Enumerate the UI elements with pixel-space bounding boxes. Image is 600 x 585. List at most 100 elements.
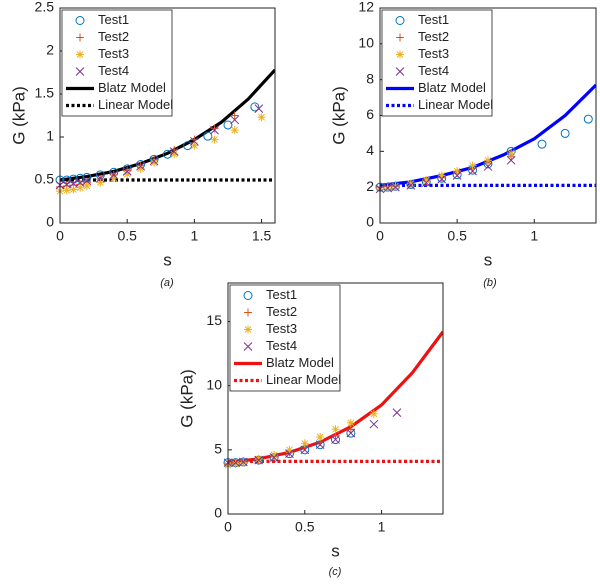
- marker: [230, 126, 239, 135]
- marker: [346, 428, 356, 438]
- marker: [169, 147, 179, 156]
- marker: [76, 183, 85, 192]
- marker: [396, 33, 404, 42]
- marker: [95, 173, 105, 183]
- marker: [269, 453, 279, 462]
- legend-box: [229, 284, 341, 392]
- marker: [300, 445, 310, 455]
- marker: [149, 156, 159, 166]
- y-axis-label: G (kPa): [9, 86, 28, 145]
- y-tick-label: 6: [366, 106, 374, 122]
- marker: [150, 158, 159, 167]
- marker: [254, 454, 263, 463]
- marker: [331, 435, 340, 444]
- legend-label: Test1: [98, 12, 129, 27]
- marker: [231, 458, 241, 468]
- y-tick-label: 0: [46, 214, 54, 230]
- marker: [230, 111, 239, 120]
- marker: [537, 139, 547, 149]
- marker: [484, 156, 492, 165]
- axes-box: [379, 7, 597, 224]
- marker: [483, 162, 493, 171]
- marker: [75, 67, 85, 76]
- x-tick-label: 0: [56, 228, 64, 244]
- marker: [239, 457, 248, 467]
- marker: [254, 455, 264, 465]
- marker: [391, 182, 400, 192]
- x-tick-label: 0: [224, 519, 232, 535]
- x-tick-label: 1.5: [252, 228, 272, 244]
- legend-label: Test3: [266, 321, 297, 336]
- legend-label: Test2: [418, 29, 449, 44]
- marker: [82, 176, 92, 186]
- marker: [383, 183, 393, 193]
- x-axis-label: s: [484, 250, 493, 269]
- marker: [506, 155, 516, 165]
- marker: [392, 408, 402, 417]
- marker: [109, 170, 119, 180]
- x-tick-label: 0.5: [117, 228, 137, 244]
- marker: [136, 164, 145, 173]
- y-tick-label: 15: [206, 312, 222, 328]
- legend-label: Test3: [98, 46, 129, 61]
- x-axis-label: s: [331, 541, 340, 560]
- marker: [437, 174, 447, 184]
- marker: [437, 171, 446, 180]
- marker: [316, 433, 325, 441]
- marker: [331, 425, 340, 434]
- legend-label: Blatz Model: [266, 355, 334, 370]
- marker: [203, 131, 213, 141]
- marker: [395, 16, 405, 25]
- marker: [243, 342, 253, 351]
- marker: [346, 418, 355, 427]
- marker: [270, 450, 279, 459]
- marker: [285, 449, 294, 459]
- legend-label: Test4: [418, 63, 449, 78]
- y-tick-label: 2: [46, 42, 54, 58]
- marker: [82, 182, 91, 191]
- marker: [507, 149, 516, 158]
- marker: [300, 439, 309, 448]
- legend-label: Test3: [418, 46, 449, 61]
- marker: [243, 291, 253, 300]
- marker: [76, 50, 84, 59]
- marker: [395, 67, 405, 76]
- y-tick-label: 0: [214, 505, 222, 521]
- y-tick-label: 2: [366, 178, 374, 194]
- x-tick-label: 0.5: [447, 228, 467, 244]
- y-tick-label: 0: [366, 214, 374, 230]
- marker: [250, 102, 260, 112]
- x-tick-label: 1: [378, 519, 386, 535]
- marker: [75, 178, 85, 187]
- marker: [391, 182, 400, 191]
- caption: (b): [483, 277, 497, 289]
- marker: [422, 176, 431, 184]
- x-tick-label: 1: [530, 228, 538, 244]
- legend-label: Linear Model: [266, 372, 341, 387]
- marker: [468, 166, 477, 176]
- marker: [223, 120, 233, 130]
- legend-label: Test1: [418, 12, 449, 27]
- marker: [230, 115, 240, 125]
- marker: [210, 135, 219, 144]
- marker: [210, 125, 219, 135]
- marker: [406, 179, 415, 188]
- marker: [452, 171, 462, 180]
- y-tick-label: 5: [214, 441, 222, 457]
- marker: [285, 445, 294, 454]
- y-axis-label: G (kPa): [177, 369, 196, 428]
- marker: [210, 124, 219, 133]
- marker: [75, 16, 85, 25]
- y-tick-label: 10: [358, 35, 374, 51]
- marker: [244, 308, 252, 317]
- legend-label: Test4: [266, 338, 297, 353]
- marker: [190, 141, 199, 150]
- legend-label: Linear Model: [418, 97, 493, 112]
- marker: [406, 181, 416, 190]
- legend-label: Linear Model: [98, 97, 173, 112]
- marker: [560, 128, 570, 138]
- y-tick-label: 12: [358, 0, 374, 15]
- marker: [190, 136, 199, 146]
- marker: [254, 104, 264, 113]
